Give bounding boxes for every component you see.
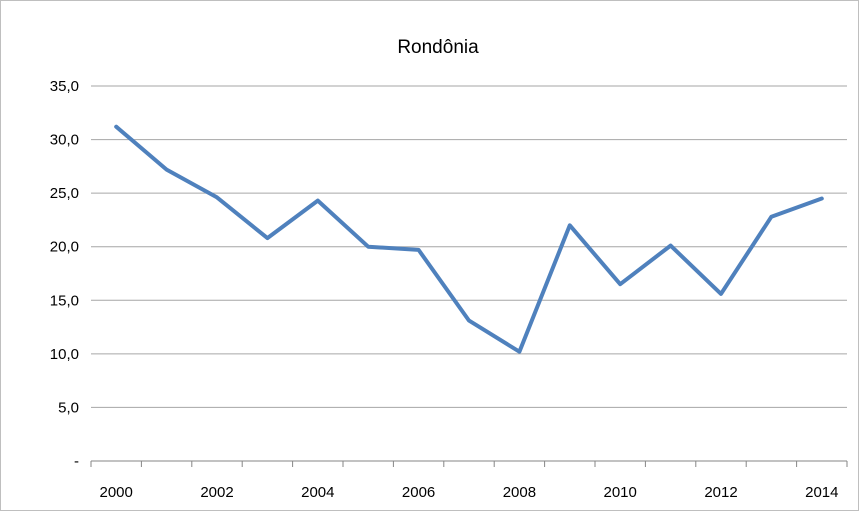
- x-axis-ticks: 2000 2002 2004 2006 2008 2010 2012 2014: [100, 484, 839, 501]
- axes: [90, 460, 848, 467]
- y-tick-label: 15,0: [50, 292, 79, 309]
- series: [114, 124, 824, 354]
- y-tick-label: 35,0: [50, 78, 79, 95]
- y-tick-label: 30,0: [50, 132, 79, 149]
- x-tick-label: 2012: [704, 484, 737, 501]
- y-tick-label: 10,0: [50, 346, 79, 363]
- y-tick-label: -: [74, 453, 79, 470]
- y-axis-ticks: - 5,0 10,0 15,0 20,0 25,0 30,0 35,0: [50, 78, 79, 470]
- series-line: [114, 124, 824, 354]
- x-tick-label: 2006: [402, 484, 435, 501]
- y-tick-label: 5,0: [58, 399, 79, 416]
- y-tick-label: 20,0: [50, 239, 79, 256]
- x-tick-label: 2014: [805, 484, 838, 501]
- x-tick-label: 2010: [604, 484, 637, 501]
- x-tick-label: 2002: [200, 484, 233, 501]
- x-tick-label: 2000: [100, 484, 133, 501]
- chart-title: Rondônia: [397, 37, 479, 58]
- x-tick-label: 2004: [301, 484, 334, 501]
- x-tick-label: 2008: [503, 484, 536, 501]
- y-tick-label: 25,0: [50, 185, 79, 202]
- gridlines: [91, 85, 847, 408]
